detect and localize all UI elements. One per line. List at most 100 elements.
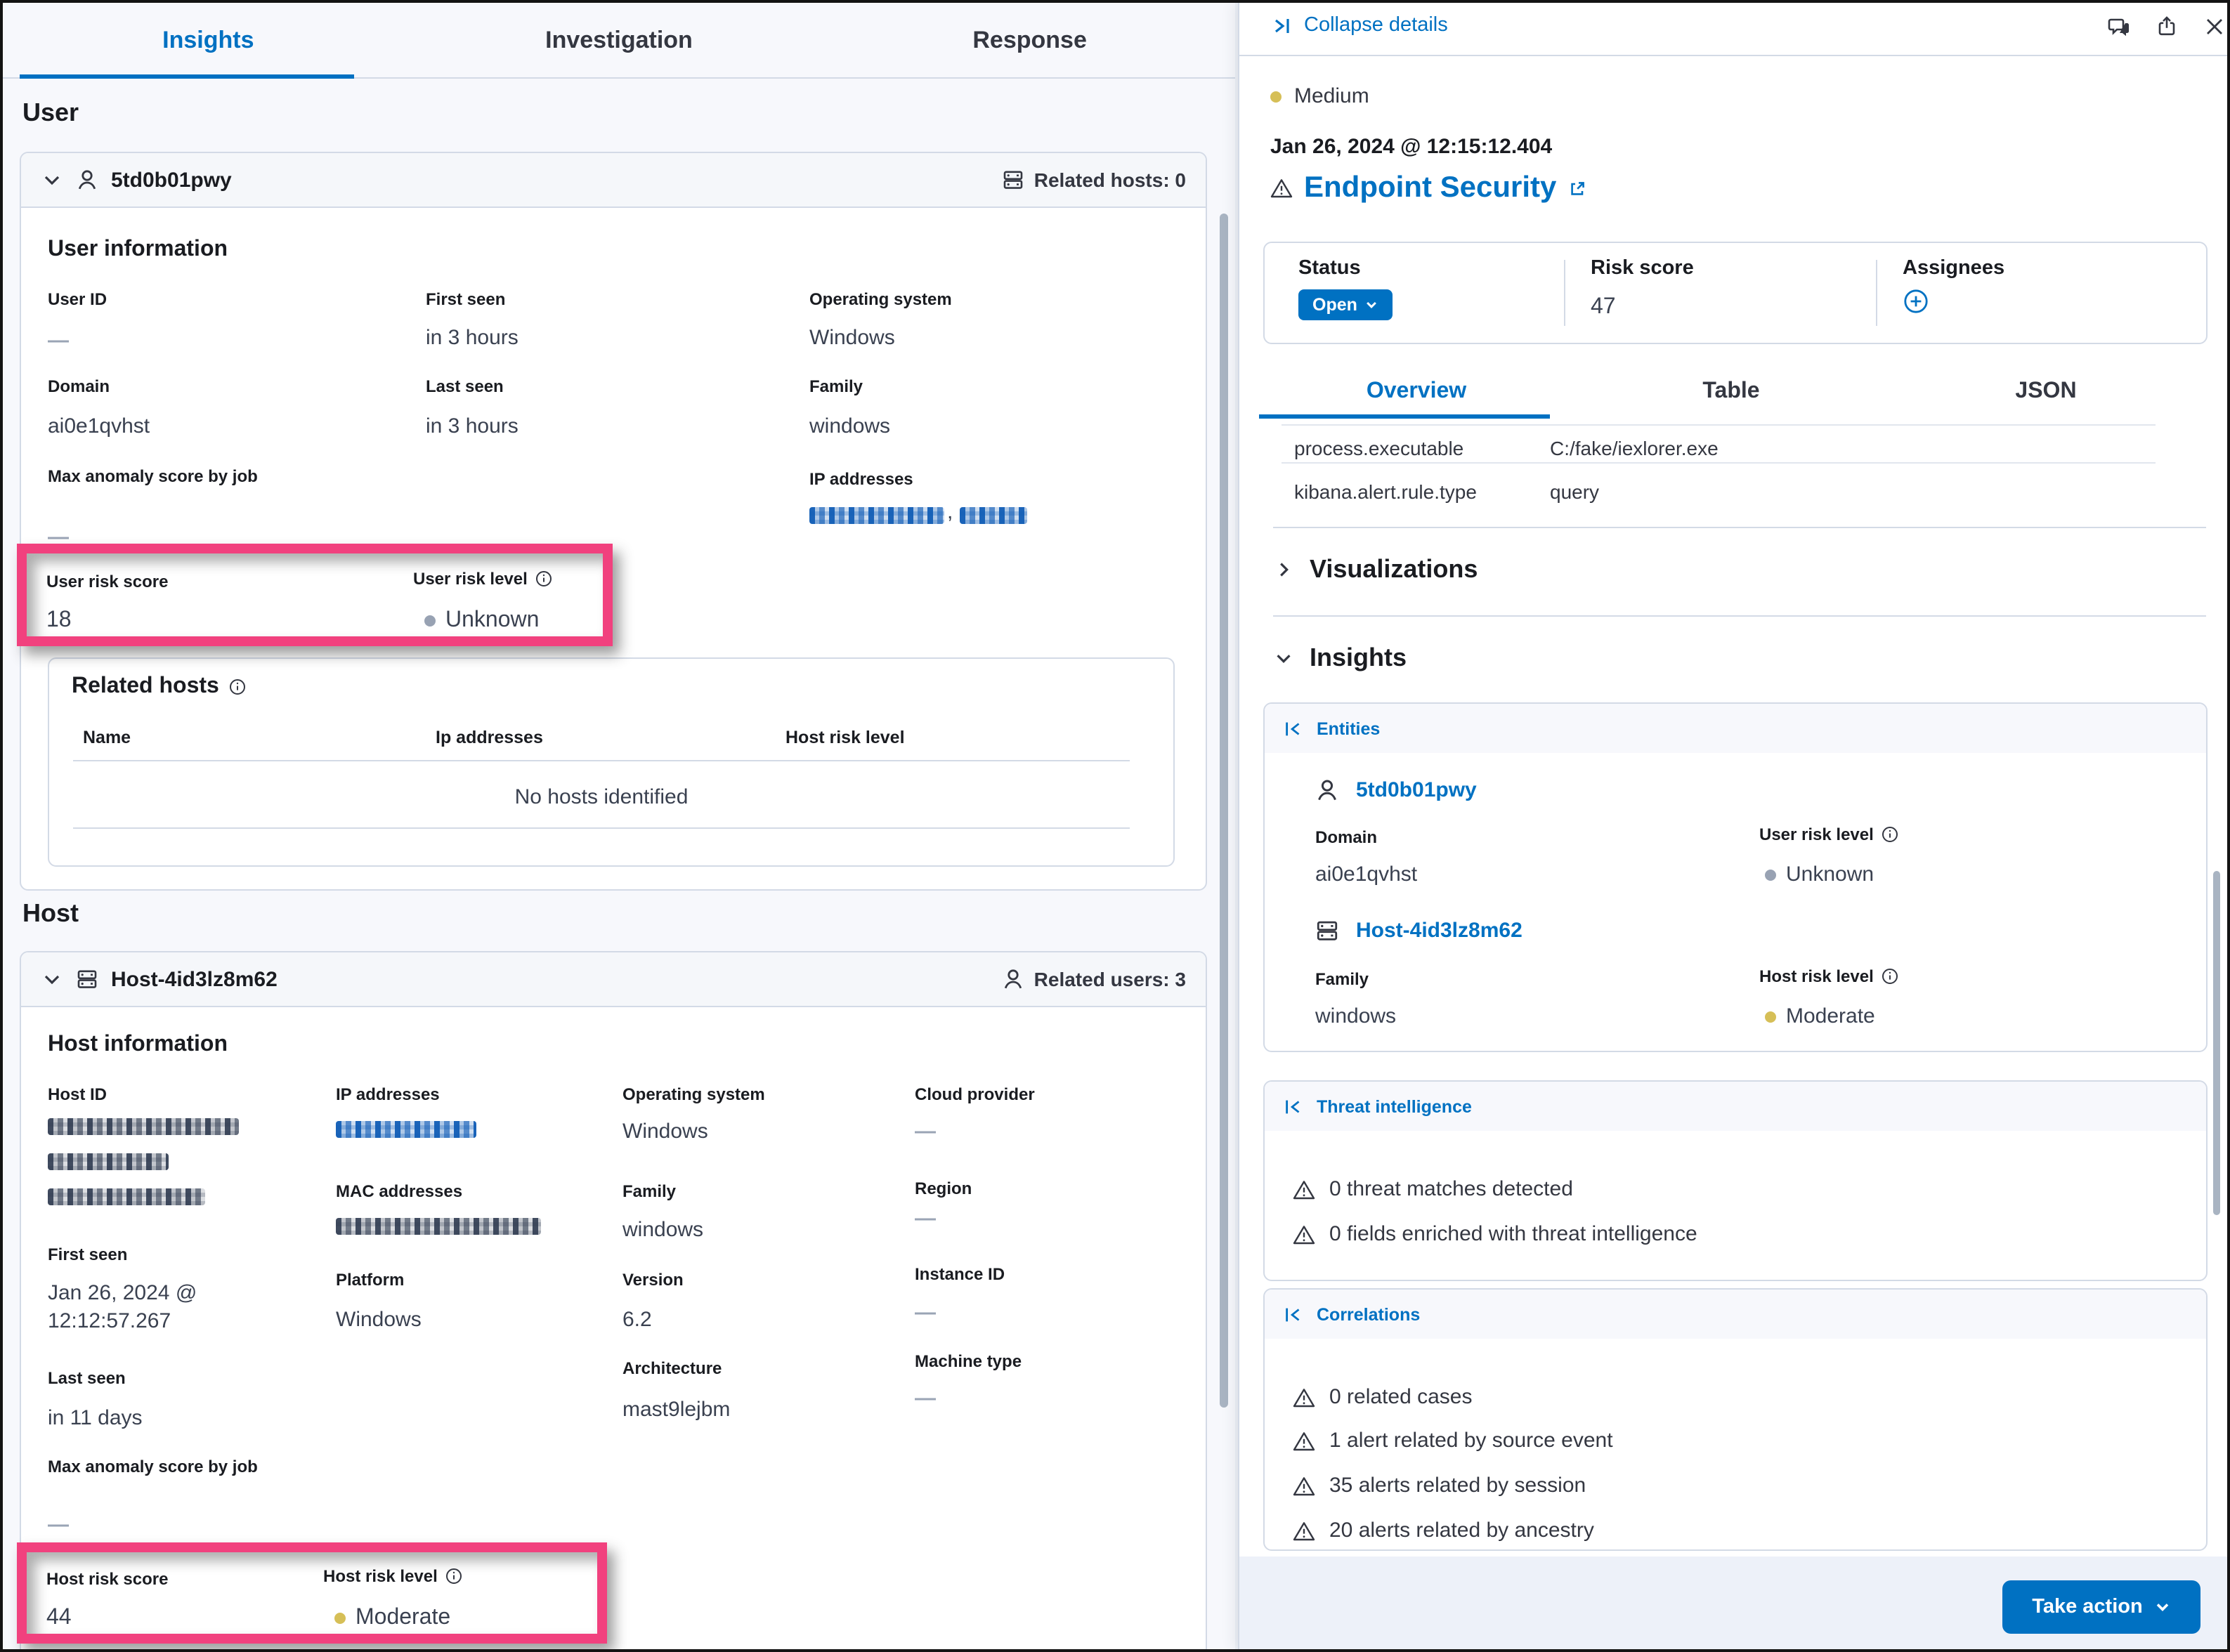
user-section-heading: User: [22, 98, 79, 126]
alert-details-flyout: Collapse details Medium Jan 26, 2024 @ 1…: [1238, 3, 2229, 1649]
field-label: Machine type: [915, 1351, 1022, 1371]
user-icon: [1315, 778, 1339, 802]
risk-level-dot: [1765, 869, 1776, 881]
severity-label[interactable]: Medium: [1294, 84, 1369, 108]
redacted-ip-value: [960, 507, 1027, 524]
chevron-down-icon[interactable]: [41, 968, 63, 990]
add-assignee-button[interactable]: [1903, 288, 1929, 315]
host-risk-score-value: 44: [46, 1606, 72, 1630]
comment-icon[interactable]: [2102, 10, 2136, 44]
field-label: IP addresses: [336, 1084, 440, 1104]
field-label: Family: [809, 376, 863, 396]
field-label: Max anomaly score by job: [48, 466, 258, 486]
footer-bar: Take action: [1239, 1556, 2229, 1649]
entity-user-link[interactable]: 5td0b01pwy: [1356, 778, 1477, 802]
entities-header[interactable]: Entities: [1265, 704, 2206, 753]
user-card-header[interactable]: 5td0b01pwy Related hosts: 0: [21, 153, 1206, 208]
risk-score-label: Risk score: [1591, 257, 1694, 280]
user-risk-level-value: Unknown: [445, 608, 540, 632]
user-card: 5td0b01pwy Related hosts: 0 User informa…: [20, 152, 1207, 891]
info-icon[interactable]: [1882, 826, 1899, 843]
expand-section-icon[interactable]: [1283, 1096, 1304, 1117]
info-icon[interactable]: [446, 1568, 463, 1585]
field-label: Last seen: [426, 376, 504, 396]
host-section-heading: Host: [22, 899, 79, 927]
collapse-details-label: Collapse details: [1304, 14, 1448, 37]
rule-title-link[interactable]: Endpoint Security: [1304, 171, 1557, 204]
host-risk-level-value: Moderate: [1786, 1004, 1875, 1028]
correlation-item: 1 alert related by source event: [1293, 1429, 1613, 1453]
field-label: MAC addresses: [336, 1181, 463, 1201]
user-risk-score-label: User risk score: [46, 572, 169, 591]
field-value: in 3 hours: [426, 326, 519, 350]
entities-title: Entities: [1317, 719, 1381, 738]
column-header: Ip addresses: [436, 728, 543, 747]
status-card: Status Open Risk score 47 Assignees: [1263, 242, 2208, 344]
user-risk-level-label: User risk level: [1759, 825, 1874, 844]
empty-table-message: No hosts identified: [514, 785, 689, 809]
field-value: Windows: [809, 326, 895, 350]
expand-section-icon[interactable]: [1283, 718, 1304, 739]
info-icon[interactable]: [229, 678, 246, 695]
user-risk-level-label: User risk level: [413, 569, 528, 589]
tab-response[interactable]: Response: [972, 26, 1087, 53]
field-label: Architecture: [622, 1358, 722, 1378]
tab-table[interactable]: Table: [1702, 379, 1760, 403]
chevron-down-icon[interactable]: [41, 169, 63, 191]
take-action-button[interactable]: Take action: [2002, 1580, 2200, 1634]
right-scrollbar-thumb[interactable]: [2213, 871, 2220, 1215]
threat-intelligence-title: Threat intelligence: [1317, 1096, 1472, 1116]
correlation-item: 35 alerts related by session: [1293, 1474, 1586, 1497]
field-key: kibana.alert.rule.type: [1294, 480, 1477, 503]
tab-overview[interactable]: Overview: [1259, 368, 1574, 419]
status-open-button[interactable]: Open: [1298, 289, 1393, 320]
tab-insights[interactable]: Insights: [3, 3, 414, 79]
host-risk-score-label: Host risk score: [46, 1569, 169, 1589]
left-scrollbar-thumb[interactable]: [1220, 214, 1228, 1408]
storage-icon: [1315, 919, 1339, 943]
field-label: First seen: [426, 289, 506, 309]
field-label: Version: [622, 1270, 684, 1290]
field-value: in 3 hours: [426, 414, 519, 438]
related-users-count[interactable]: Related users: 3: [1002, 968, 1186, 990]
storage-icon: [1002, 169, 1024, 191]
insights-title: Insights: [1310, 643, 1407, 671]
related-hosts-count[interactable]: Related hosts: 0: [1002, 169, 1186, 191]
collapse-details-button[interactable]: Collapse details: [1270, 14, 1448, 37]
field-value: Windows: [622, 1120, 708, 1143]
collapse-icon: [1270, 14, 1293, 37]
column-header: Host risk level: [785, 728, 905, 747]
tab-json[interactable]: JSON: [2015, 379, 2077, 403]
host-risk-level-value: Moderate: [356, 1606, 451, 1630]
field-value: —: [48, 1513, 69, 1537]
entity-host-link[interactable]: Host-4id3lz8m62: [1356, 919, 1522, 943]
field-label: Max anomaly score by job: [48, 1457, 258, 1476]
redacted-ip-value: [336, 1121, 476, 1138]
external-link-icon[interactable]: [1567, 179, 1586, 197]
visualizations-toggle[interactable]: Visualizations: [1273, 555, 1478, 584]
insights-toggle[interactable]: Insights: [1273, 643, 1407, 673]
user-risk-annotation: User risk score 18 User risk level Unkno…: [17, 544, 613, 646]
left-flyout-panel: Insights Investigation Response User 5td…: [3, 3, 1235, 1649]
share-icon[interactable]: [2150, 10, 2184, 44]
close-icon[interactable]: [2198, 10, 2229, 44]
field-key: process.executable: [1294, 437, 1464, 459]
column-header: Name: [83, 728, 131, 747]
tab-investigation[interactable]: Investigation: [545, 26, 693, 53]
info-icon[interactable]: [536, 570, 553, 587]
field-value: —: [915, 1301, 936, 1325]
field-label: User ID: [48, 289, 107, 309]
threat-intelligence-header[interactable]: Threat intelligence: [1265, 1082, 2206, 1131]
warning-icon: [1293, 1474, 1315, 1497]
host-card-header[interactable]: Host-4id3lz8m62 Related users: 3: [21, 952, 1206, 1007]
entities-card: Entities 5td0b01pwy Domain ai0e1qvhst Us…: [1263, 702, 2208, 1052]
risk-score-value: 47: [1591, 295, 1616, 319]
expand-section-icon[interactable]: [1283, 1304, 1304, 1325]
field-value: —: [915, 1386, 936, 1410]
correlations-header[interactable]: Correlations: [1265, 1290, 2206, 1339]
threat-intelligence-card: Threat intelligence 0 threat matches det…: [1263, 1080, 2208, 1281]
host-information-title: Host information: [48, 1032, 228, 1056]
info-icon[interactable]: [1882, 968, 1899, 985]
correlations-card: Correlations 0 related cases 1 alert rel…: [1263, 1288, 2208, 1551]
